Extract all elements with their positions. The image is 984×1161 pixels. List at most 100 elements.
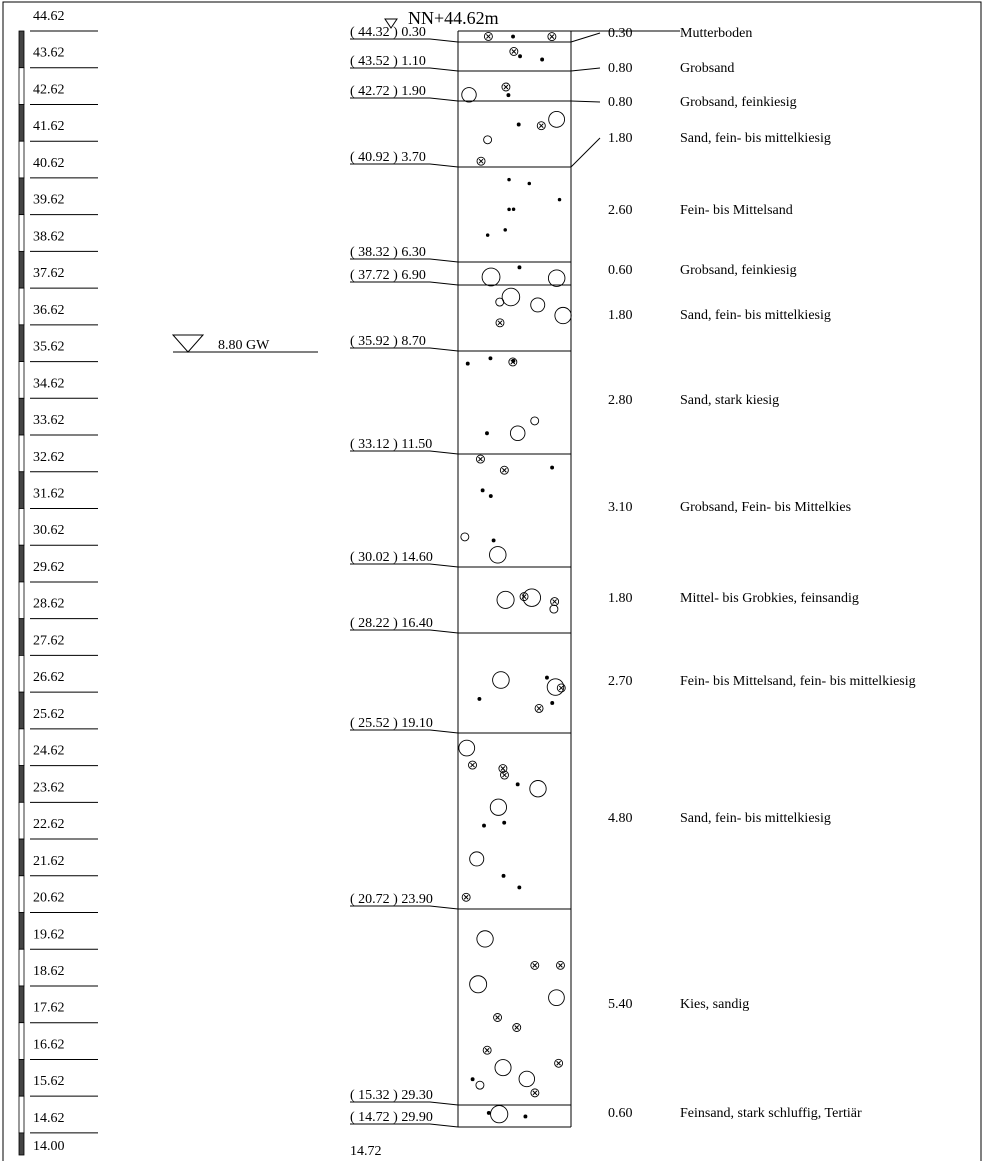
- scale-segment: [19, 655, 24, 692]
- scale-segment: [19, 1096, 24, 1133]
- scale-label: 18.62: [33, 964, 65, 979]
- grain: [550, 605, 558, 613]
- layer-description: Fein- bis Mittelsand, fein- bis mittelki…: [680, 674, 916, 689]
- grain: [548, 270, 565, 287]
- grain: [555, 307, 571, 323]
- scale-label: 29.62: [33, 560, 65, 575]
- layer-thickness: 3.10: [608, 500, 633, 515]
- scale-label: 15.62: [33, 1074, 65, 1089]
- groundwater-label: 8.80 GW: [218, 338, 270, 353]
- grain: [489, 547, 506, 564]
- grain: [484, 136, 492, 144]
- scale-label: 22.62: [33, 817, 65, 832]
- scale-label: 39.62: [33, 193, 65, 208]
- scale-label: 40.62: [33, 156, 65, 171]
- scale-label: 33.62: [33, 413, 65, 428]
- scale-segment: [19, 766, 24, 803]
- layer-thickness: 5.40: [608, 997, 633, 1012]
- scale-label: 16.62: [33, 1037, 65, 1052]
- grain-cross: [496, 1015, 500, 1019]
- grain: [503, 821, 506, 824]
- boundary-label: ( 43.52 ) 1.10: [350, 54, 426, 69]
- grain: [502, 288, 520, 306]
- grain: [476, 1081, 484, 1089]
- grain: [490, 799, 506, 815]
- grain-cross: [504, 85, 508, 89]
- grain-cross: [537, 706, 541, 710]
- grain: [482, 268, 500, 286]
- layer-thickness: 0.30: [608, 26, 633, 41]
- scale-segment: [19, 913, 24, 950]
- grain: [495, 1060, 511, 1076]
- boundary-label: ( 20.72 ) 23.90: [350, 892, 433, 907]
- scale-label: 14.62: [33, 1111, 65, 1126]
- scale-segment: [19, 31, 24, 68]
- layer-description: Kies, sandig: [680, 997, 749, 1012]
- layer-thickness: 0.60: [608, 1106, 633, 1121]
- scale-segment: [19, 68, 24, 105]
- scale-label: 25.62: [33, 707, 65, 722]
- grain: [489, 495, 492, 498]
- grain-cross: [533, 1091, 537, 1095]
- layer-description: Grobsand, Fein- bis Mittelkies: [680, 500, 851, 515]
- layer-thickness: 4.80: [608, 811, 633, 826]
- scale-segment: [19, 692, 24, 729]
- layer-description: Grobsand: [680, 61, 734, 76]
- grain-cross: [533, 963, 537, 967]
- grain: [485, 432, 488, 435]
- grain: [491, 1106, 508, 1123]
- boundary-label: ( 15.32 ) 29.30: [350, 1088, 433, 1103]
- grain: [504, 229, 507, 232]
- scale-segment: [19, 215, 24, 252]
- boundary-label: ( 38.32 ) 6.30: [350, 245, 426, 260]
- scale-segment: [19, 986, 24, 1023]
- scale-segment: [19, 178, 24, 215]
- grain: [477, 931, 493, 947]
- scale-label: 14.00: [33, 1139, 65, 1154]
- grain: [512, 208, 515, 211]
- scale-label: 42.62: [33, 82, 65, 97]
- grain-cross: [502, 468, 506, 472]
- layer-thickness: 2.70: [608, 674, 633, 689]
- layer-description: Feinsand, stark schluffig, Tertiär: [680, 1106, 862, 1121]
- scale-segment: [19, 1133, 24, 1155]
- grain: [528, 182, 531, 185]
- scale-label: 31.62: [33, 486, 65, 501]
- grain: [489, 357, 492, 360]
- boundary-label: ( 35.92 ) 8.70: [350, 334, 426, 349]
- grain: [547, 679, 564, 696]
- grain: [512, 35, 515, 38]
- scale-label: 36.62: [33, 303, 65, 318]
- layer-thickness: 0.60: [608, 263, 633, 278]
- scale-segment: [19, 839, 24, 876]
- grain: [518, 266, 521, 269]
- grain: [510, 426, 525, 441]
- layer-description: Sand, stark kiesig: [680, 393, 779, 408]
- boundary-label: ( 30.02 ) 14.60: [350, 550, 433, 565]
- grain-cross: [478, 457, 482, 461]
- grain: [497, 591, 514, 608]
- frame: [3, 2, 981, 1161]
- grain: [531, 298, 545, 312]
- scale-segment: [19, 362, 24, 399]
- scale-segment: [19, 582, 24, 619]
- scale-segment: [19, 802, 24, 839]
- grain: [508, 178, 511, 181]
- grain: [541, 58, 544, 61]
- scale-label: 20.62: [33, 891, 65, 906]
- grain: [519, 55, 522, 58]
- thickness-leader: [571, 138, 600, 167]
- layer-description: Sand, fein- bis mittelkiesig: [680, 131, 831, 146]
- grain: [518, 886, 521, 889]
- boundary-label: ( 14.72 ) 29.90: [350, 1110, 433, 1125]
- layer-description: Sand, fein- bis mittelkiesig: [680, 811, 831, 826]
- grain: [508, 208, 511, 211]
- scale-segment: [19, 949, 24, 986]
- scale-label: 43.62: [33, 46, 65, 61]
- boundary-label: ( 33.12 ) 11.50: [350, 437, 432, 452]
- scale-segment: [19, 1059, 24, 1096]
- scale-segment: [19, 398, 24, 435]
- boundary-label: ( 37.72 ) 6.90: [350, 268, 426, 283]
- scale-label: 24.62: [33, 744, 65, 759]
- scale-label: 38.62: [33, 229, 65, 244]
